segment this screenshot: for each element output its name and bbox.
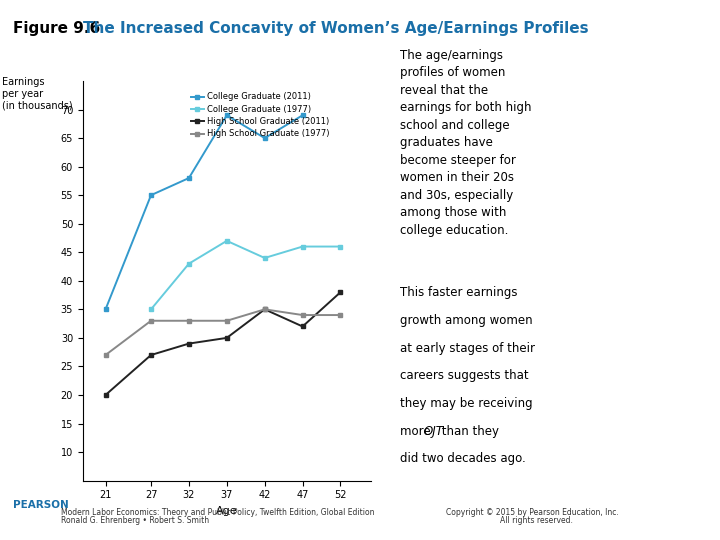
Text: Copyright © 2015 by Pearson Education, Inc.: Copyright © 2015 by Pearson Education, I… [446,508,619,517]
Text: OJT: OJT [423,424,444,438]
Text: at early stages of their: at early stages of their [400,342,534,355]
Text: All rights reserved.: All rights reserved. [500,516,573,525]
Text: growth among women: growth among women [400,314,532,327]
Text: Ronald G. Ehrenberg • Robert S. Smith: Ronald G. Ehrenberg • Robert S. Smith [61,516,210,525]
Text: The Increased Concavity of Women’s Age/Earnings Profiles: The Increased Concavity of Women’s Age/E… [83,21,588,36]
Text: Modern Labor Economics: Theory and Public Policy, Twelfth Edition, Global Editio: Modern Labor Economics: Theory and Publi… [61,508,374,517]
Text: This faster earnings: This faster earnings [400,286,517,299]
Text: Figure 9.6: Figure 9.6 [13,21,100,36]
X-axis label: Age: Age [216,506,238,516]
Legend: College Graduate (2011), College Graduate (1977), High School Graduate (2011), H: College Graduate (2011), College Graduat… [188,89,333,142]
Text: than they: than they [438,424,498,438]
Text: PEARSON: PEARSON [13,500,68,510]
Text: Earnings
per year
(in thousands): Earnings per year (in thousands) [2,77,73,110]
Text: did two decades ago.: did two decades ago. [400,453,526,465]
Text: they may be receiving: they may be receiving [400,397,532,410]
Text: The age/earnings
profiles of women
reveal that the
earnings for both high
school: The age/earnings profiles of women revea… [400,49,531,237]
Text: careers suggests that: careers suggests that [400,369,528,382]
Text: more: more [400,424,434,438]
